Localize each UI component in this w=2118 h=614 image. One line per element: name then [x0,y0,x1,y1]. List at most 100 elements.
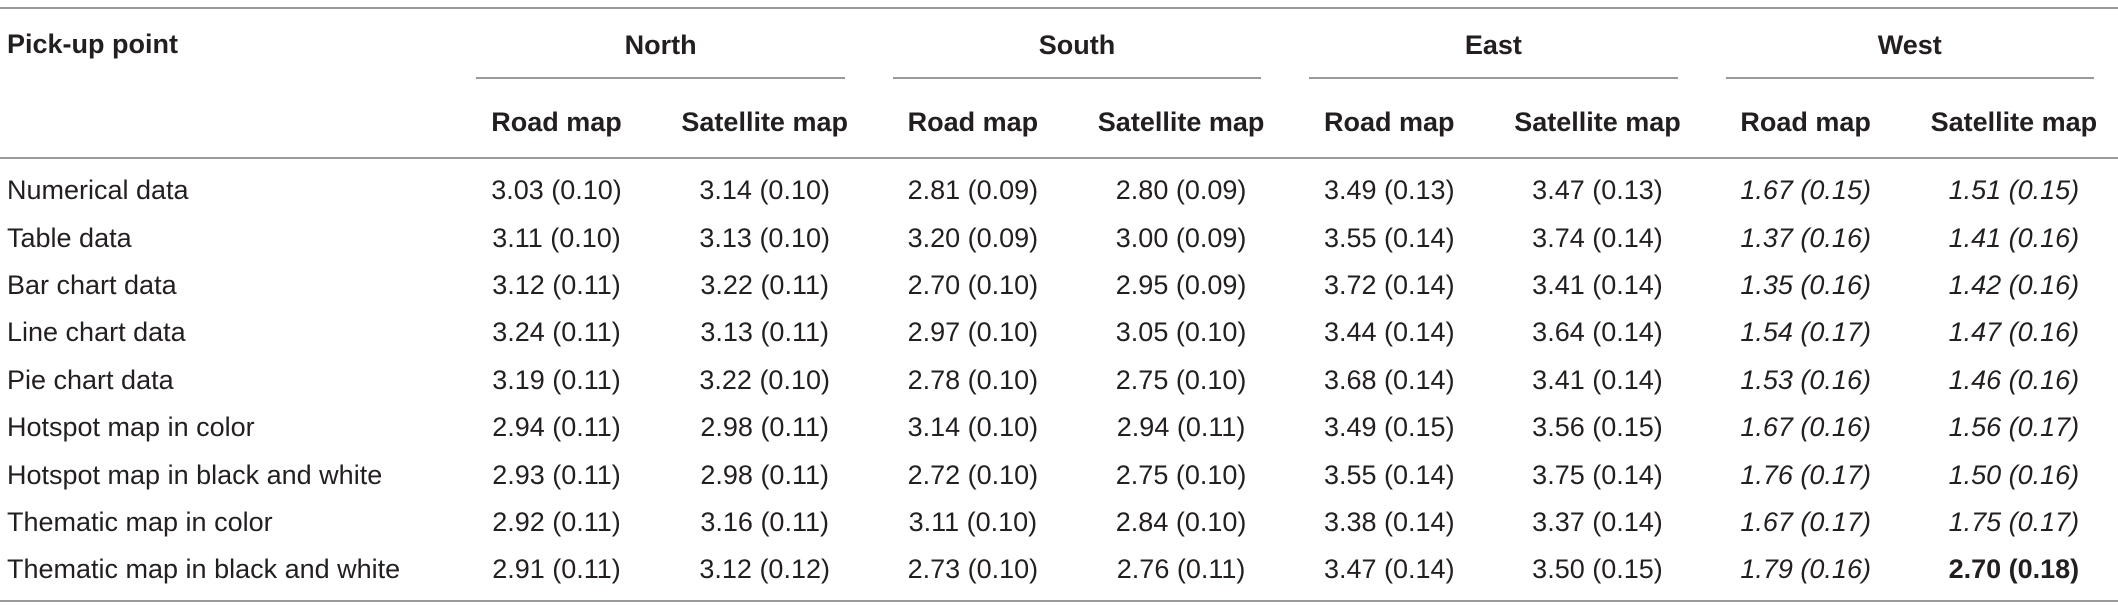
subheader: Satellite map [1930,106,2098,137]
group-label: East [1309,18,1678,79]
cell: 2.70 (0.18) [1948,554,2080,585]
cell: 2.81 (0.09) [907,175,1039,206]
cell: 1.47 (0.16) [1948,317,2080,348]
table-row: Table data 3.11 (0.10) 3.13 (0.10) 3.20 (0.… [0,214,2118,261]
cell: 3.75 (0.14) [1532,459,1663,490]
cell: 3.50 (0.15) [1532,554,1663,585]
cell: 1.50 (0.16) [1948,459,2080,490]
cell: 3.14 (0.10) [907,412,1039,443]
cell: 1.67 (0.15) [1740,175,1871,206]
cell: 2.98 (0.11) [700,412,829,443]
cell: 3.41 (0.14) [1532,269,1663,300]
cell: 3.12 (0.11) [492,269,621,300]
cell: 3.47 (0.13) [1532,175,1663,206]
cell: 1.76 (0.17) [1740,459,1871,490]
cell: 3.22 (0.11) [700,269,829,300]
cell: 3.38 (0.14) [1323,506,1455,537]
cell: 1.46 (0.16) [1948,364,2080,395]
cell: 3.47 (0.14) [1323,554,1455,585]
cell: 3.13 (0.11) [700,317,829,348]
cell: 3.19 (0.11) [492,364,621,395]
row-label: Hotspot map in black and white [7,459,383,490]
cell: 3.24 (0.11) [492,317,621,348]
cell: 2.93 (0.11) [492,459,621,490]
cell: 3.11 (0.10) [908,506,1038,537]
cell: 3.20 (0.09) [907,222,1039,253]
cell: 3.16 (0.11) [700,506,829,537]
cell: 1.67 (0.17) [1740,506,1871,537]
cell: 1.35 (0.16) [1740,269,1871,300]
cell: 3.44 (0.14) [1323,317,1455,348]
group-header: North [452,8,868,87]
cell: 2.75 (0.10) [1115,459,1247,490]
cell: 2.94 (0.11) [1116,412,1246,443]
group-header: East [1285,8,1701,87]
first-header: Pick-up point [7,29,178,59]
cell: 2.95 (0.09) [1115,269,1247,300]
cell: 1.75 (0.17) [1948,506,2080,537]
row-label: Line chart data [7,317,186,348]
group-header-row: Pick-up point North South East West [0,8,2118,87]
cell: 3.55 (0.14) [1323,222,1455,253]
table-row: Bar chart data 3.12 (0.11) 3.22 (0.11) 2.70… [0,262,2118,309]
cell: 3.55 (0.14) [1323,459,1455,490]
cell: 2.94 (0.11) [492,412,621,443]
cell: 3.68 (0.14) [1323,364,1455,395]
table-row: Line chart data 3.24 (0.11) 3.13 (0.11) 2.9… [0,309,2118,356]
subheader: Road map [1324,106,1455,137]
cell: 1.42 (0.16) [1948,269,2080,300]
cell: 2.91 (0.11) [492,554,621,585]
cell: 3.12 (0.12) [699,554,830,585]
cell: 3.64 (0.14) [1532,317,1663,348]
cell: 3.56 (0.15) [1532,412,1663,443]
subheader: Satellite map [1097,106,1265,137]
cell: 3.13 (0.10) [699,222,830,253]
cell: 2.73 (0.10) [907,554,1039,585]
cell: 3.03 (0.10) [491,175,622,206]
cell: 2.78 (0.10) [907,364,1039,395]
cell: 1.51 (0.15) [1948,175,2080,206]
cell: 2.76 (0.11) [1116,554,1246,585]
row-label: Table data [7,222,132,253]
cell: 3.11 (0.10) [492,222,621,253]
cell: 3.05 (0.10) [1115,317,1247,348]
cell: 1.37 (0.16) [1740,222,1871,253]
table-row: Pie chart data 3.19 (0.11) 3.22 (0.10) 2.78… [0,357,2118,404]
cell: 3.22 (0.10) [699,364,830,395]
cell: 2.75 (0.10) [1115,364,1247,395]
cell: 2.97 (0.10) [907,317,1039,348]
cell: 1.67 (0.16) [1740,412,1871,443]
cell: 1.41 (0.16) [1948,222,2080,253]
group-header: South [869,8,1285,87]
cell: 3.49 (0.15) [1323,412,1455,443]
cell: 2.92 (0.11) [492,506,621,537]
table-row: Hotspot map in color 2.94 (0.11) 2.98 (0.1… [0,404,2118,451]
cell: 3.72 (0.14) [1323,269,1455,300]
table-head: Pick-up point North South East West Road ma… [0,8,2118,158]
cell: 1.56 (0.17) [1948,412,2080,443]
cell: 2.98 (0.11) [700,459,829,490]
group-label: South [892,18,1262,79]
cell: 2.80 (0.09) [1115,175,1247,206]
row-label: Bar chart data [7,269,177,300]
cell: 3.14 (0.10) [699,175,830,206]
subheader: Road map [907,106,1039,137]
subheader-row: Road map Satellite map Road map Satellite m… [0,87,2118,158]
cell: 3.37 (0.14) [1532,506,1663,537]
table-row: Thematic map in color 2.92 (0.11) 3.16 (0.… [0,499,2118,546]
cell: 2.72 (0.10) [907,459,1039,490]
group-label: West [1725,18,2094,79]
cell: 1.53 (0.16) [1740,364,1871,395]
subheader: Road map [491,106,622,137]
cell: 3.41 (0.14) [1532,364,1663,395]
cell: 1.54 (0.17) [1740,317,1871,348]
cell: 3.00 (0.09) [1115,222,1247,253]
cell: 3.49 (0.13) [1323,175,1455,206]
subheader: Satellite map [681,106,848,137]
group-header: West [1702,8,2118,87]
subheader: Satellite map [1514,106,1681,137]
table-row: Numerical data 3.03 (0.10) 3.14 (0.10) 2.81… [0,158,2118,214]
table-row: Thematic map in black and white 2.91 (0.1… [0,546,2118,601]
cell: 2.84 (0.10) [1115,506,1247,537]
